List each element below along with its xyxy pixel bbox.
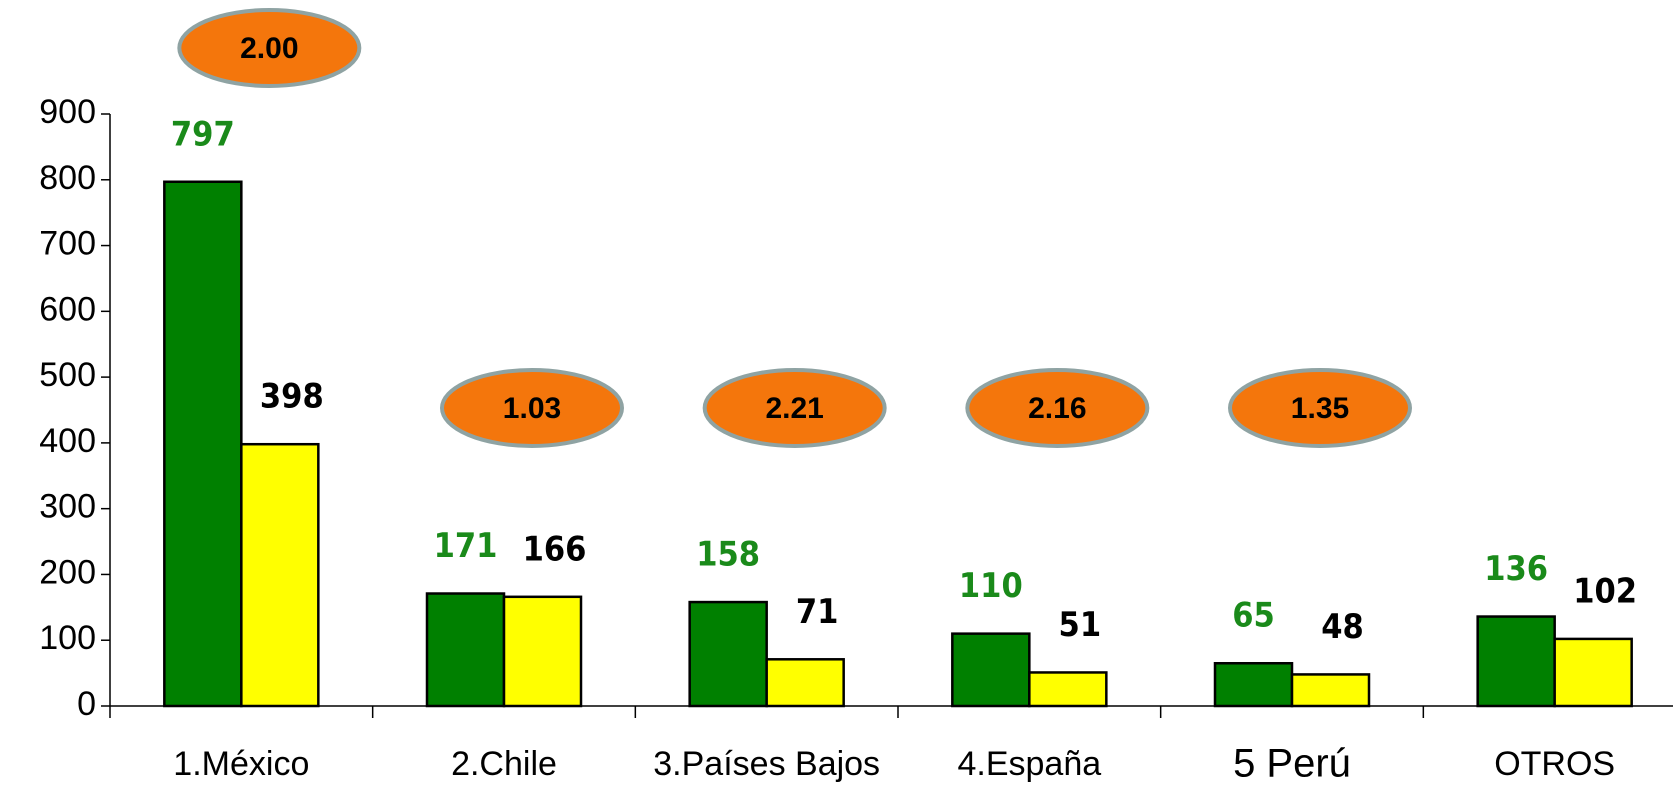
x-tick-label: 1.México: [173, 745, 309, 783]
ratio-label: 1.03: [503, 392, 561, 425]
ratio-label: 1.35: [1291, 392, 1349, 425]
value-label: 51: [1059, 605, 1102, 645]
bar: [425, 592, 506, 708]
bar: [1213, 661, 1294, 708]
bar: [163, 180, 243, 708]
y-tick-label: 0: [77, 685, 96, 723]
value-label: 166: [523, 529, 587, 569]
y-tick-label: 500: [39, 356, 96, 394]
bar: [1476, 615, 1556, 708]
y-tick-label: 700: [39, 225, 96, 263]
bar: [688, 600, 768, 708]
x-tick-label: 3.Países Bajos: [653, 745, 880, 783]
value-label: 102: [1573, 571, 1637, 611]
value-label: 797: [171, 114, 235, 154]
ratio-label: 2.16: [1028, 392, 1086, 425]
bar: [765, 658, 845, 708]
value-label: 171: [434, 526, 498, 566]
bar: [951, 632, 1031, 708]
bar: [502, 595, 583, 708]
ratio-oval: [440, 368, 624, 448]
y-tick-label: 400: [39, 422, 96, 460]
value-label: 48: [1321, 607, 1364, 647]
y-tick-label: 800: [39, 159, 96, 197]
x-tick-label: 4.España: [957, 745, 1101, 783]
value-label: 158: [696, 535, 760, 575]
bar: [1028, 671, 1108, 708]
ratio-oval: [177, 8, 362, 88]
bar: [240, 442, 320, 708]
x-tick-label: 2.Chile: [451, 745, 557, 783]
x-tick-label: 5 Perú: [1233, 742, 1351, 786]
y-tick-label: 900: [39, 93, 96, 131]
y-tick-label: 200: [39, 553, 96, 591]
y-tick-label: 300: [39, 488, 96, 526]
bar: [1553, 637, 1633, 708]
y-tick-label: 100: [39, 619, 96, 657]
ratio-oval: [965, 368, 1150, 448]
x-tick-label: OTROS: [1494, 745, 1615, 783]
ratio-oval: [1228, 368, 1412, 448]
ratio-label: 2.21: [765, 392, 823, 425]
value-label: 71: [796, 592, 839, 632]
value-label: 65: [1232, 596, 1275, 636]
bar: [1290, 673, 1371, 708]
ratio-label: 2.00: [240, 32, 298, 65]
value-label: 110: [959, 566, 1023, 606]
ratio-oval: [702, 368, 887, 448]
value-label: 136: [1484, 549, 1548, 589]
y-tick-label: 600: [39, 290, 96, 328]
value-label: 398: [260, 377, 324, 417]
